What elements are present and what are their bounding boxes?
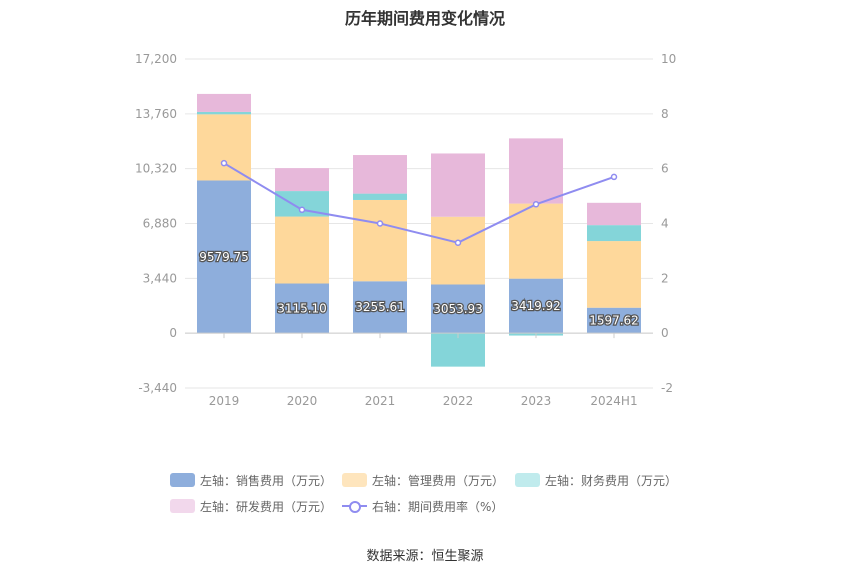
bar-segment	[197, 114, 251, 181]
expense-rate-point	[220, 159, 228, 167]
bar-segment	[197, 111, 251, 115]
bar-segment	[587, 241, 641, 308]
expense-rate-point	[376, 220, 384, 227]
legend-swatch-sales	[170, 473, 195, 487]
bar-data-label: 3053.93	[433, 302, 483, 316]
bar-segment	[353, 155, 407, 194]
expense-rate-point	[532, 201, 540, 208]
legend-label-admin: 左轴：管理费用（万元）	[372, 473, 505, 488]
bar-data-label: 3115.10	[277, 301, 327, 315]
bar-segment	[353, 199, 407, 282]
bar-segment	[353, 193, 407, 200]
bar-segment	[197, 93, 251, 112]
legend-label-finance: 左轴：财务费用（万元）	[545, 473, 678, 488]
x-tick-label: 2021	[365, 394, 396, 408]
bar-segment	[431, 216, 485, 285]
y-right-tick-label: 10	[661, 52, 676, 66]
legend-label-expense-rate: 右轴：期间费用率（%）	[372, 499, 504, 514]
data-source: 数据来源：恒生聚源	[366, 549, 484, 564]
y-right-tick-label: 6	[661, 162, 669, 176]
y-left-tick-label: 17,200	[135, 52, 177, 66]
x-tick-label: 2023	[521, 394, 552, 408]
x-tick-label: 2020	[287, 394, 318, 408]
legend-item-sales[interactable]: 左轴：销售费用（万元）	[170, 471, 332, 489]
legend-item-rnd[interactable]: 左轴：研发费用（万元）	[170, 497, 332, 515]
bar-segment	[509, 278, 563, 334]
bar-segment	[275, 283, 329, 334]
bar-segment	[509, 138, 563, 204]
bar-segment	[431, 284, 485, 334]
expense-rate-point	[298, 206, 306, 214]
legend-label-rnd: 左轴：研发费用（万元）	[200, 499, 333, 514]
bar-segment	[509, 203, 563, 279]
legend-swatch-admin	[342, 473, 367, 487]
bar-segment	[587, 307, 641, 334]
bar-segment	[353, 281, 407, 334]
legend-line-icon	[342, 499, 367, 513]
y-left-tick-label: 6,880	[143, 217, 177, 231]
legend-swatch-finance	[515, 473, 540, 487]
x-tick-label: 2024H1	[590, 394, 637, 408]
y-right-tick-label: 4	[661, 217, 669, 231]
chart-plot: 9579.75 3115.10 3255.61 3053.93 3419.92 1597.…	[135, 52, 676, 408]
expense-rate-line	[223, 162, 615, 244]
expense-rate-point	[610, 173, 618, 181]
bar-segment	[431, 333, 485, 367]
y-left-tick-label: 13,760	[135, 107, 177, 121]
bar-data-label: 1597.62	[589, 313, 639, 327]
y-right-tick-label: 2	[661, 271, 669, 285]
y-left-tick-label: 10,320	[135, 162, 177, 176]
bar-segment	[275, 168, 329, 192]
bar-data-label: 3419.92	[511, 299, 561, 313]
chart-title: 历年期间费用变化情况	[344, 9, 505, 28]
bar-segment	[587, 202, 641, 226]
y-right-tick-label: 8	[661, 107, 669, 121]
expense-rate-point	[454, 239, 462, 246]
legend-item-admin[interactable]: 左轴：管理费用（万元）	[342, 471, 504, 489]
legend-item-expense-rate[interactable]: 右轴：期间费用率（%）	[342, 497, 503, 515]
y-left-tick-label: -3,440	[138, 381, 177, 395]
bar-data-label: 3255.61	[355, 300, 405, 314]
y-right-tick-label: -2	[661, 381, 673, 395]
y-right-tick-label: 0	[661, 326, 669, 340]
y-left-tick-label: 0	[169, 326, 177, 340]
bar-segment	[197, 180, 251, 334]
legend-item-finance[interactable]: 左轴：财务费用（万元）	[515, 471, 677, 489]
bar-data-label: 9579.75	[199, 250, 249, 264]
bar-segment	[431, 153, 485, 217]
legend-label-sales: 左轴：销售费用（万元）	[200, 473, 333, 488]
legend-swatch-rnd	[170, 499, 195, 513]
y-left-tick-label: 3,440	[143, 271, 177, 285]
x-tick-label: 2022	[443, 394, 474, 408]
bar-segment	[275, 216, 329, 284]
x-tick-label: 2019	[209, 394, 240, 408]
bar-segment	[587, 225, 641, 242]
